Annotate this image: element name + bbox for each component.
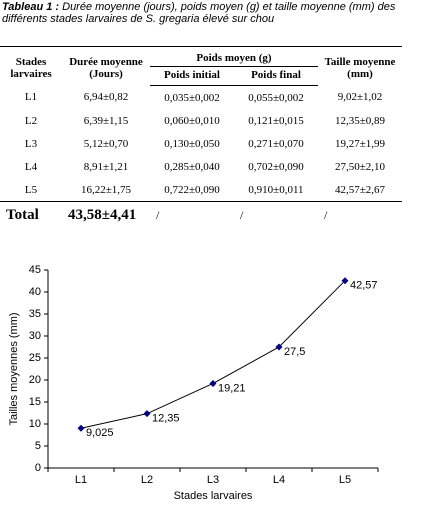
table-cell: 0,060±0,010: [164, 114, 220, 127]
marker: [209, 379, 217, 387]
data-label: 12,35: [152, 413, 180, 425]
header-cell: Taille moyenne (mm): [318, 46, 402, 86]
y-axis-label: Tailles moyennes (mm): [8, 312, 20, 425]
subheader-cell: Poids initial: [150, 66, 234, 86]
marker: [143, 410, 151, 418]
table-row: L1 6,94±0,82 0,035±0,002 0,055±0,002 9,02±1,…: [0, 86, 402, 110]
table-cell: 6,94±0,82: [83, 91, 129, 104]
table-cell: /: [156, 207, 160, 222]
subheader-cell: Poids final: [234, 66, 318, 86]
table-cell: L1: [24, 91, 38, 104]
x-tick-label: L4: [273, 474, 285, 486]
table-cell: L3: [24, 137, 38, 150]
marker: [275, 343, 283, 351]
x-tick-label: L1: [75, 474, 87, 486]
x-tick-label: L5: [339, 474, 351, 486]
table-cell: 0,910±0,011: [234, 178, 318, 202]
y-tick-label: 5: [35, 440, 41, 452]
table-cell: 0,722±0,090: [150, 178, 234, 202]
table-cell: 0,035±0,002: [164, 91, 220, 104]
y-tick-label: 25: [29, 352, 41, 364]
x-tick-label: L3: [207, 474, 219, 486]
table-cell: 8,91±1,21: [83, 160, 129, 173]
table: Stades larvaires Durée moyenne (Jours) P…: [0, 46, 402, 228]
caption-label: Tableau 1 :: [2, 1, 60, 13]
table-cell: 0,285±0,040: [164, 160, 220, 173]
table-cell: 12,35±0,89: [334, 114, 386, 127]
table-cell: Total: [6, 206, 39, 223]
caption: Tableau 1 : Durée moyenne (jours), poids…: [2, 1, 402, 25]
table-cell: 0,121±0,015: [248, 114, 304, 127]
table-cell: L2: [24, 114, 38, 127]
table-cell: 43,58±4,41: [68, 206, 137, 223]
table-cell: 0,055±0,002: [248, 91, 304, 104]
table-row: L4 8,91±1,21 0,285±0,040 0,702±0,090 27,50±2…: [0, 155, 402, 178]
x-tick-label: L2: [141, 474, 153, 486]
y-tick-label: 40: [29, 286, 41, 298]
y-tick-label: 35: [29, 308, 41, 320]
table-cell: 5,12±0,70: [83, 137, 129, 150]
y-tick-label: 15: [29, 396, 41, 408]
table-cell: 27,50±2,10: [334, 160, 386, 173]
header-cell: Poids moyen (g): [150, 46, 318, 67]
table-cell: 16,22±1,75: [62, 178, 150, 202]
data-label: 9,025: [86, 427, 114, 439]
table-cell: /: [240, 207, 244, 222]
data-label: 42,57: [350, 280, 378, 292]
table-cell: /: [324, 207, 328, 222]
table-row: L5 16,22±1,75 0,722±0,090 0,910±0,011 42,57±…: [0, 178, 402, 202]
chart: 0 5 10 15 20 25 30 35 40 45 Tailles moyennes (mm) S…: [8, 264, 379, 502]
header-cell: Durée moyenne (Jours): [62, 46, 150, 86]
header-cell: Stades larvaires: [0, 46, 62, 86]
y-tick-label: 0: [35, 462, 41, 474]
table-cell: 9,02±1,02: [337, 91, 383, 104]
table-row: L2 6,39±1,15 0,060±0,010 0,121±0,015 12,35±0…: [0, 109, 402, 132]
data-label: 19,21: [218, 382, 246, 394]
y-tick-label: 45: [29, 264, 41, 276]
table-cell: 19,27±1,99: [334, 137, 386, 150]
y-tick-label: 30: [29, 330, 41, 342]
table-cell: 0,702±0,090: [248, 160, 304, 173]
y-tick-label: 20: [29, 374, 41, 386]
table-cell: L5: [0, 178, 62, 202]
marker: [341, 277, 349, 285]
table-cell: 0,130±0,050: [164, 137, 220, 150]
y-tick-label: 10: [29, 418, 41, 430]
data-label: 27,5: [284, 346, 305, 358]
x-axis-label: Stades larvaires: [174, 490, 253, 502]
table-cell: 0,271±0,070: [248, 137, 304, 150]
table-cell: 6,39±1,15: [83, 114, 129, 127]
table-cell: L4: [24, 160, 38, 173]
table-row: Total 43,58±4,41 / / /: [0, 202, 402, 229]
marker: [77, 424, 85, 432]
table-cell: 42,57±2,67: [318, 178, 402, 202]
caption-text: Durée moyenne (jours), poids moyen (g) e…: [2, 1, 396, 25]
table-row: L3 5,12±0,70 0,130±0,050 0,271±0,070 19,27±1…: [0, 132, 402, 155]
